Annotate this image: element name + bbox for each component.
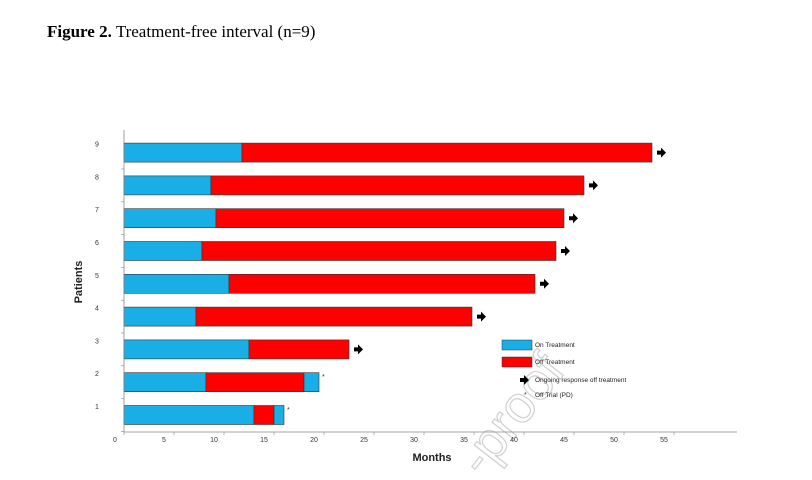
bar-off-treatment-patient-2 — [205, 372, 305, 393]
legend-swatch — [501, 339, 533, 351]
y-tick-label: 8 — [95, 174, 99, 181]
x-axis-title: Months — [412, 452, 451, 464]
bar-off-treatment-patient-9 — [241, 142, 653, 163]
y-axis-title: Patients — [73, 261, 85, 304]
bar-off-treatment-patient-3 — [248, 339, 350, 360]
legend: On Treatment Off Treatment Ongoing respons… — [501, 339, 626, 399]
x-tick-label: 45 — [560, 437, 568, 444]
legend-star-icon: * — [524, 392, 527, 399]
x-tick-label: 40 — [510, 437, 518, 444]
bar-off-trial-pd--patient-2 — [303, 372, 320, 393]
bars-layer: ** — [123, 142, 666, 425]
x-tick-label: 5 — [162, 437, 166, 444]
bar-on-treatment-patient-1 — [123, 405, 255, 425]
legend-label: Ongoing response off treatment — [535, 377, 626, 384]
x-tick-label: 0 — [113, 437, 117, 444]
y-tick-label: 3 — [95, 338, 99, 345]
bar-on-treatment-patient-3 — [123, 339, 250, 360]
x-tick-label: 35 — [460, 437, 468, 444]
bar-on-treatment-patient-5 — [123, 273, 230, 294]
bar-on-treatment-patient-7 — [123, 208, 217, 228]
bar-off-treatment-patient-1 — [253, 405, 275, 425]
bar-off-trial-pd--patient-1 — [273, 405, 285, 425]
legend-label: On Treatment — [535, 342, 575, 349]
x-tick-label: 55 — [660, 437, 668, 444]
legend-arrow-icon — [520, 375, 529, 385]
legend-label: Off Trial (PD) — [535, 392, 573, 399]
y-tick-label: 1 — [95, 404, 99, 411]
x-tick-label: 30 — [410, 437, 418, 444]
ongoing-arrow-icon-patient-8 — [589, 180, 598, 191]
ongoing-arrow-icon-patient-9 — [657, 147, 666, 158]
x-tick-label: 10 — [210, 437, 218, 444]
legend-label: Off Treatment — [535, 359, 575, 366]
y-tick-label: 9 — [95, 142, 99, 149]
ongoing-arrow-icon-patient-3 — [354, 344, 363, 355]
y-tick-label: 7 — [95, 207, 99, 214]
y-tick-label: 4 — [95, 306, 99, 313]
y-tick-label: 5 — [95, 273, 99, 280]
x-tick-label: 25 — [360, 437, 368, 444]
x-tick-label: 20 — [310, 437, 318, 444]
off-trial-star-patient-1: * — [287, 407, 290, 414]
ongoing-arrow-icon-patient-7 — [569, 213, 578, 224]
bar-on-treatment-patient-2 — [123, 372, 207, 393]
y-tick-label: 2 — [95, 371, 99, 378]
bar-off-treatment-patient-5 — [228, 273, 536, 294]
figure-title: Treatment-free interval (n=9) — [115, 22, 316, 41]
bar-on-treatment-patient-8 — [123, 175, 212, 196]
bar-on-treatment-patient-6 — [123, 241, 203, 261]
y-tick-label: 6 — [95, 240, 99, 247]
bar-on-treatment-patient-9 — [123, 142, 243, 163]
bar-on-treatment-patient-4 — [123, 306, 197, 327]
figure-caption: Figure 2. Treatment-free interval (n=9) — [47, 22, 315, 42]
ongoing-arrow-icon-patient-4 — [477, 311, 486, 322]
bar-off-treatment-patient-8 — [210, 175, 585, 196]
figure-label: Figure 2. — [47, 22, 112, 41]
bar-off-treatment-patient-4 — [195, 306, 473, 327]
ongoing-arrow-icon-patient-5 — [540, 278, 549, 289]
bar-off-treatment-patient-7 — [215, 208, 565, 228]
bar-off-treatment-patient-6 — [201, 241, 557, 261]
legend-swatch — [501, 356, 533, 368]
x-tick-label: 50 — [610, 437, 618, 444]
off-trial-star-patient-2: * — [322, 374, 325, 381]
ongoing-arrow-icon-patient-6 — [561, 246, 570, 256]
x-tick-label: 15 — [260, 437, 268, 444]
